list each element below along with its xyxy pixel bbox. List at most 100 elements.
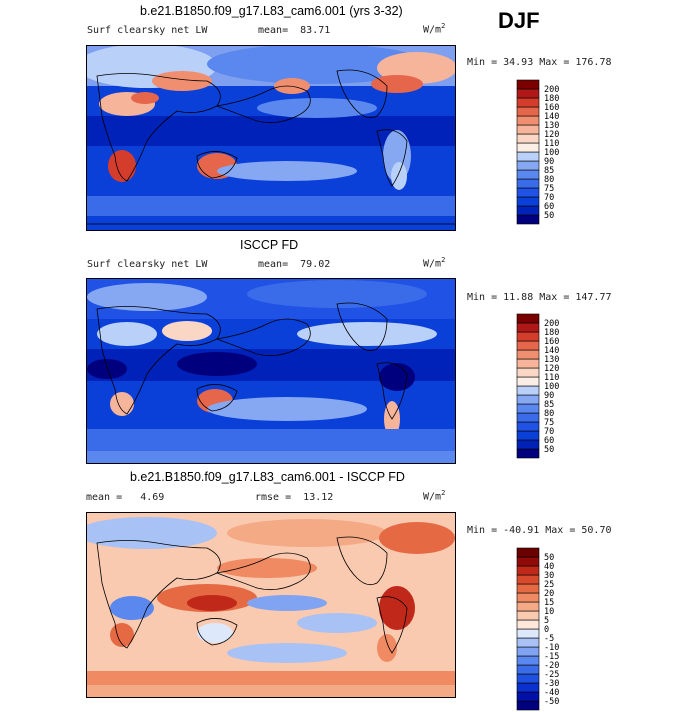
- colorbar-swatch: [516, 556, 540, 567]
- colorbar-swatch: [516, 574, 540, 585]
- colorbar-swatch: [516, 196, 540, 207]
- colorbar-swatch: [516, 646, 540, 657]
- panel1-mean-label: mean= 83.71: [258, 25, 331, 36]
- colorbar-swatch: [516, 376, 540, 387]
- colorbar-swatch: [516, 403, 540, 414]
- colorbar-tick-label: 160: [544, 103, 559, 113]
- colorbar-tick-label: 60: [544, 436, 554, 446]
- colorbar-swatch: [516, 133, 540, 144]
- panel3-minmax: Min = -40.91 Max = 50.70: [467, 525, 612, 536]
- colorbar-swatch: [516, 682, 540, 693]
- season-label: DJF: [498, 8, 540, 33]
- colorbar-tick-label: 15: [544, 598, 554, 608]
- panel3-map: [86, 512, 456, 698]
- colorbar-tick-label: 30: [544, 571, 554, 581]
- colorbar-tick-label: 20: [544, 589, 554, 599]
- colorbar-tick-label: -50: [544, 697, 559, 707]
- colorbar-tick-label: 100: [544, 148, 559, 158]
- colorbar-tick-label: -10: [544, 643, 559, 653]
- colorbar-swatch: [516, 205, 540, 216]
- colorbar-swatch: [516, 619, 540, 630]
- panel1-map: [86, 45, 456, 231]
- colorbar-tick-label: 110: [544, 139, 559, 149]
- colorbar-swatch: [516, 700, 540, 711]
- colorbar-tick-label: 200: [544, 85, 559, 95]
- panel3-units: W/m2: [423, 489, 446, 503]
- panel1-map-field: [87, 46, 455, 230]
- colorbar-swatch: [516, 187, 540, 198]
- colorbar-tick-label: 160: [544, 337, 559, 347]
- panel1-mean-value: 83.71: [300, 25, 331, 36]
- colorbar-swatch: [516, 358, 540, 369]
- colorbar-swatch: [516, 565, 540, 576]
- colorbar-swatch: [516, 421, 540, 432]
- colorbar-tick-label: 50: [544, 553, 554, 563]
- colorbar-tick-label: -20: [544, 661, 559, 671]
- colorbar-tick-label: 140: [544, 346, 559, 356]
- panel3-rmse-label: rmse = 13.12: [255, 492, 334, 503]
- panel3-title: b.e21.B1850.f09_g17.L83_cam6.001 - ISCCP…: [130, 470, 405, 484]
- colorbar-swatch: [516, 160, 540, 171]
- panel1-minmax: Min = 34.93 Max = 176.78: [467, 57, 612, 68]
- colorbar-tick-label: 5: [544, 616, 549, 626]
- colorbar-tick-label: 75: [544, 184, 554, 194]
- colorbar-swatch: [516, 655, 540, 666]
- colorbar-swatch: [516, 313, 540, 324]
- colorbar-tick-label: 180: [544, 94, 559, 104]
- colorbar-swatch: [516, 439, 540, 450]
- colorbar-tick-label: 110: [544, 373, 559, 383]
- colorbar-tick-label: 85: [544, 400, 554, 410]
- panel2-mean-label: mean= 79.02: [258, 259, 331, 270]
- colorbar-tick-label: 10: [544, 607, 554, 617]
- colorbar-tick-label: 25: [544, 580, 554, 590]
- colorbar-tick-label: 0: [544, 625, 549, 635]
- colorbar-tick-label: 80: [544, 175, 554, 185]
- colorbar-tick-label: 90: [544, 391, 554, 401]
- colorbar-swatch: [516, 340, 540, 351]
- colorbar-tick-label: 70: [544, 193, 554, 203]
- colorbar-tick-label: -5: [544, 634, 554, 644]
- panel2-variable-label: Surf clearsky net LW: [87, 259, 208, 270]
- panel1-colorbar: 50 60 70 75 80 85 90 100 110 120 130 140 160 180 200: [516, 79, 587, 226]
- colorbar-swatch: [516, 430, 540, 441]
- colorbar-swatch: [516, 385, 540, 396]
- colorbar-swatch: [516, 106, 540, 117]
- colorbar-swatch: [516, 169, 540, 180]
- colorbar-swatch: [516, 88, 540, 99]
- colorbar-tick-label: 75: [544, 418, 554, 428]
- colorbar-swatch: [516, 178, 540, 189]
- colorbar-swatch: [516, 637, 540, 648]
- colorbar-tick-label: 100: [544, 382, 559, 392]
- colorbar-swatch: [516, 394, 540, 405]
- colorbar-tick-label: 70: [544, 427, 554, 437]
- panel2-title: ISCCP FD: [240, 238, 299, 252]
- colorbar-swatch: [516, 151, 540, 162]
- colorbar-tick-label: 120: [544, 130, 559, 140]
- colorbar-swatch: [516, 592, 540, 603]
- panel3-colorbar: -50 -40 -30 -25 -20 -15 -10 -5 0 5 10 15 20 25 30 40 50: [516, 547, 587, 712]
- panel2-colorbar: 50 60 70 75 80 85 90 100 110 120 130 140 160 180 200: [516, 313, 587, 460]
- colorbar-tick-label: 90: [544, 157, 554, 167]
- panel1-title: b.e21.B1850.f09_g17.L83_cam6.001 (yrs 3-…: [140, 4, 403, 18]
- colorbar-tick-label: 40: [544, 562, 554, 572]
- colorbar-tick-label: 120: [544, 364, 559, 374]
- colorbar-tick-label: 130: [544, 121, 559, 131]
- colorbar-swatch: [516, 412, 540, 423]
- colorbar-swatch: [516, 322, 540, 333]
- colorbar-tick-label: -25: [544, 670, 559, 680]
- colorbar-swatch: [516, 673, 540, 684]
- colorbar-swatch: [516, 448, 540, 459]
- colorbar-swatch: [516, 547, 540, 558]
- panel1-units: W/m2: [423, 22, 446, 36]
- panel2-units: W/m2: [423, 256, 446, 270]
- colorbar-tick-label: 80: [544, 409, 554, 419]
- colorbar-tick-label: 50: [544, 445, 554, 455]
- panel2-map: [86, 278, 456, 464]
- panel1-variable-label: Surf clearsky net LW: [87, 25, 208, 36]
- colorbar-tick-label: 60: [544, 202, 554, 212]
- panel2-map-field: [87, 279, 455, 463]
- colorbar-swatch: [516, 97, 540, 108]
- colorbar-swatch: [516, 115, 540, 126]
- panel3-rmse-value: 13.12: [303, 492, 334, 503]
- colorbar-swatch: [516, 583, 540, 594]
